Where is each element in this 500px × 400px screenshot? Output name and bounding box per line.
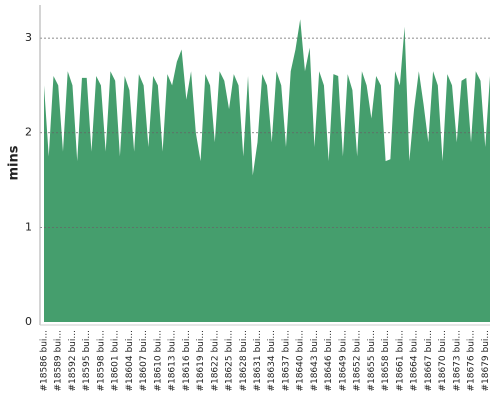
x-tick-label: #18631 bui...: [253, 330, 263, 392]
x-tick-label: #18667 bui...: [424, 330, 434, 392]
x-tick-label: #18595 bui...: [82, 330, 92, 392]
x-tick-label: #18661 bui...: [395, 330, 405, 392]
x-tick-label: #18658 bui...: [381, 330, 391, 392]
x-tick-label: #18664 bui...: [410, 330, 420, 392]
area: [44, 19, 490, 322]
x-tick-label: #18676 bui...: [467, 330, 477, 392]
y-tick-label: 1: [25, 220, 32, 233]
x-tick-label: #18616 bui...: [182, 330, 192, 392]
x-tick-label: #18679 bui...: [481, 330, 491, 392]
y-axis-label: mins: [7, 145, 22, 180]
x-tick-label: #18622 bui...: [210, 330, 220, 392]
x-tick-label: #18649 bui...: [338, 330, 348, 392]
x-tick-label: #18646 bui...: [324, 330, 334, 392]
x-tick-label: #18655 bui...: [367, 330, 377, 392]
x-tick-label: #18643 bui...: [310, 330, 320, 392]
x-tick-label: #18634 bui...: [267, 330, 277, 392]
y-tick-label: 0: [25, 315, 32, 328]
x-tick-label: #18604 bui...: [125, 330, 135, 392]
x-tick-label: #18610 bui...: [153, 330, 163, 392]
x-tick-label: #18640 bui...: [296, 330, 306, 392]
x-tick-label: #18598 bui...: [96, 330, 106, 392]
x-tick-label: #18625 bui...: [225, 330, 235, 392]
x-tick-label: #18607 bui...: [139, 330, 149, 392]
x-tick-label: #18673 bui...: [452, 330, 462, 392]
x-tick-label: #18613 bui...: [168, 330, 178, 392]
x-tick-label: #18670 bui...: [438, 330, 448, 392]
x-tick-label: #18637 bui...: [281, 330, 291, 392]
x-tick-label: #18601 bui...: [111, 330, 121, 392]
y-tick-label: 2: [25, 126, 32, 139]
x-tick-label: #18619 bui...: [196, 330, 206, 392]
x-tick-label: #18652 bui...: [353, 330, 363, 392]
x-tick-label: #18628 bui...: [239, 330, 249, 392]
y-tick-label: 3: [25, 31, 32, 44]
x-tick-label: #18589 bui...: [54, 330, 64, 392]
x-tick-label: #18586 bui...: [40, 330, 50, 392]
x-tick-label: #18592 bui...: [68, 330, 78, 392]
